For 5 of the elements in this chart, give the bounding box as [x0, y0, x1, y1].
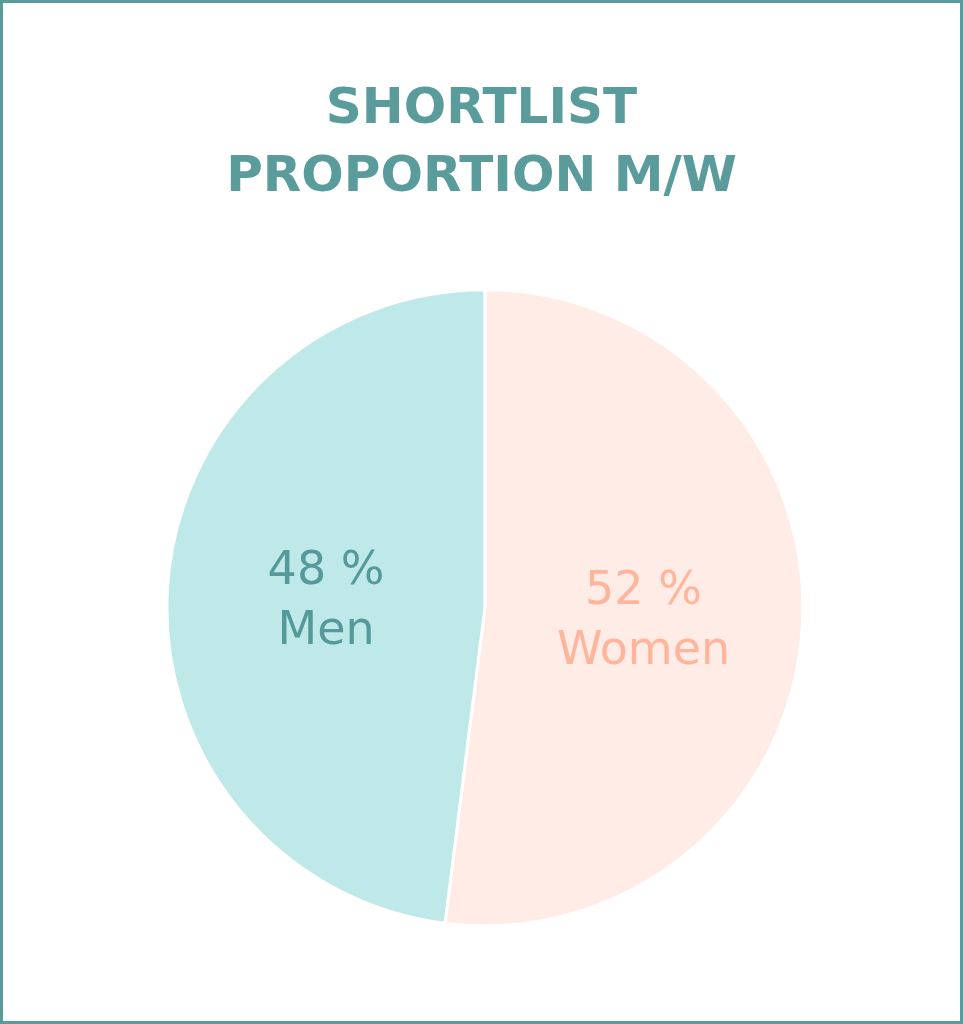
slice-label: Women — [556, 620, 731, 675]
slice-label: Men — [277, 600, 375, 655]
data-label: 48 % — [267, 540, 385, 595]
chart-title: SHORTLIST PROPORTION M/W — [225, 76, 738, 205]
data-label: 52 % — [585, 560, 702, 615]
